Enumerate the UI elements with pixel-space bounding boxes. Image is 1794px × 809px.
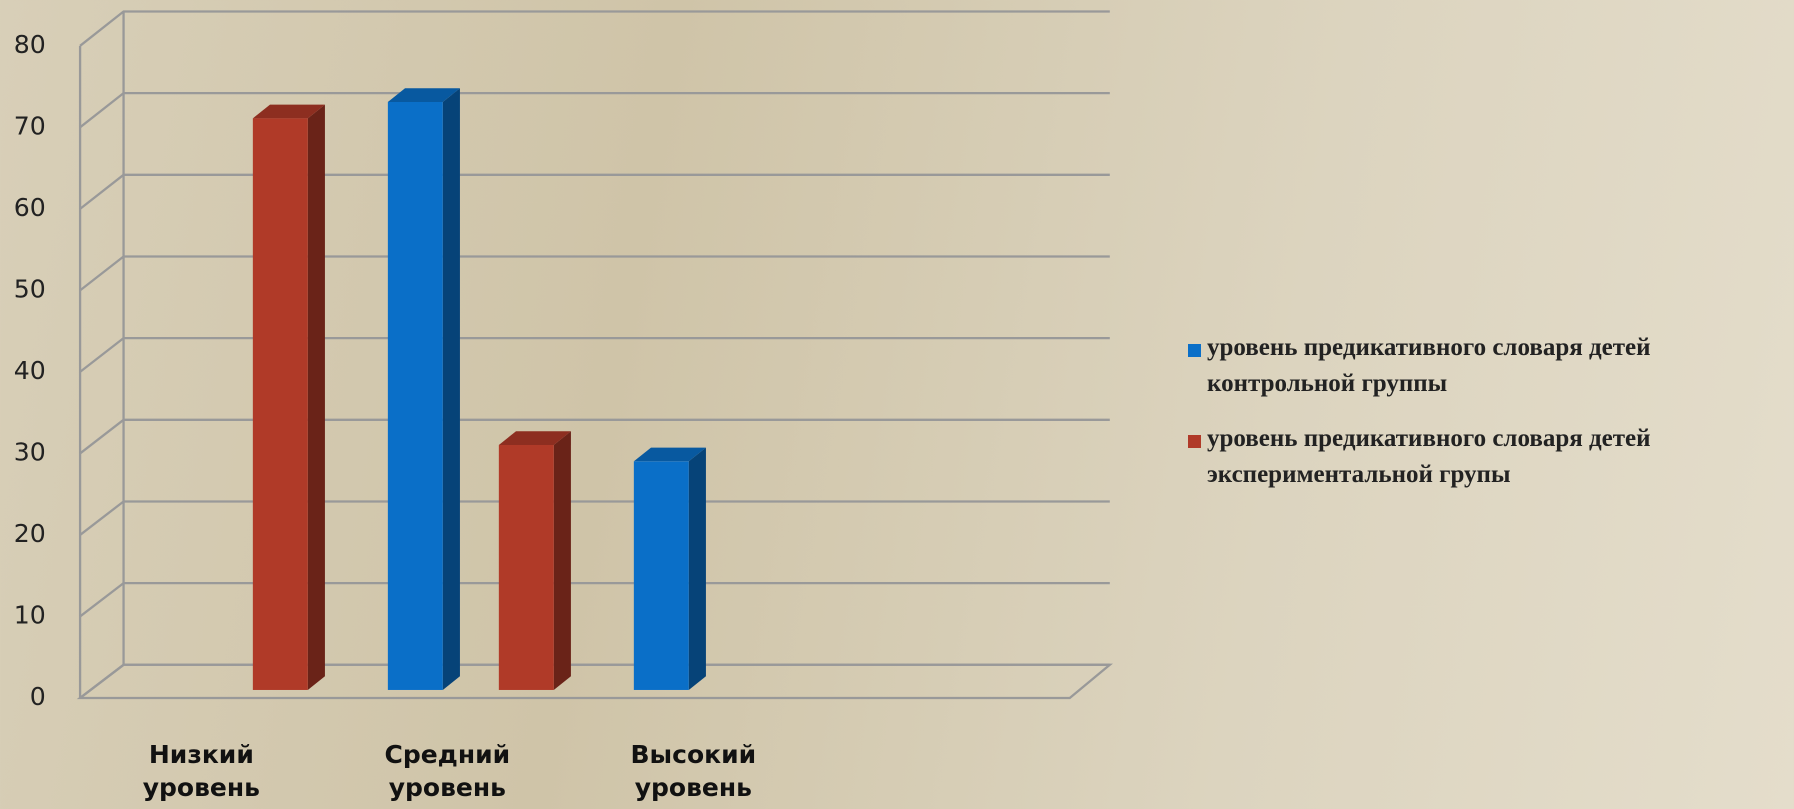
bar-top — [252, 104, 325, 119]
bar-top — [498, 431, 571, 445]
legend-swatch — [1188, 343, 1201, 357]
bar — [633, 461, 689, 690]
bar-side — [307, 104, 325, 690]
grid-line — [79, 92, 1110, 129]
y-tick-label: 40 — [14, 356, 46, 385]
x-tick-label: Высокий уровень — [630, 739, 757, 802]
bar-top — [387, 88, 460, 102]
y-tick-label: 10 — [14, 600, 46, 629]
y-tick-label: 20 — [14, 519, 46, 548]
grid-line — [79, 663, 1110, 699]
bar-top — [633, 447, 706, 462]
legend-swatch — [1188, 435, 1201, 449]
grid-line — [79, 581, 1110, 618]
y-tick-label: 30 — [14, 437, 46, 466]
y-tick-label: 70 — [14, 111, 46, 140]
bar-side — [442, 88, 460, 690]
x-tick-label: Низкий уровень — [142, 739, 260, 802]
y-tick-label: 50 — [14, 274, 46, 303]
bar — [252, 118, 308, 690]
floor — [76, 663, 1113, 700]
grid-line — [79, 336, 1110, 373]
grid-line — [79, 173, 1110, 210]
grid-line — [79, 418, 1110, 455]
grid-line — [79, 500, 1110, 536]
bar-side — [553, 431, 571, 690]
bar-side — [688, 447, 706, 690]
y-tick-label: 80 — [14, 30, 46, 59]
legend-label: уровень предикативного словаря детей кон… — [1207, 333, 1651, 397]
x-tick-label: Средний уровень — [384, 739, 511, 802]
legend-label: уровень предикативного словаря детей экс… — [1207, 425, 1651, 489]
grid-line — [79, 10, 1110, 47]
y-tick-label: 0 — [30, 682, 46, 711]
grid-line — [79, 255, 1110, 292]
bar — [498, 444, 554, 690]
bar — [387, 101, 443, 690]
y-tick-label: 60 — [14, 193, 46, 222]
